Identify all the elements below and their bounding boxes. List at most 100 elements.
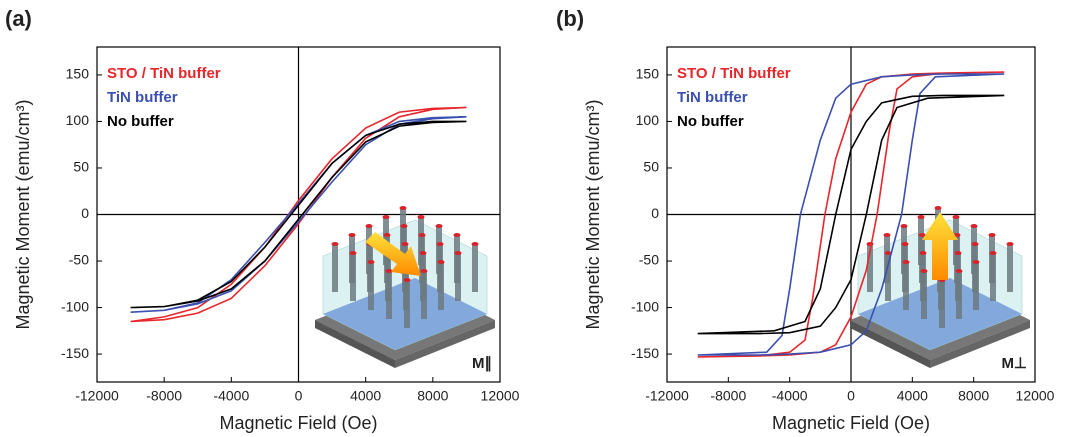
pillar [973, 262, 979, 310]
hysteresis-loop [697, 94, 1005, 335]
x-tick-label: 8000 [958, 388, 989, 404]
legend-entry: No buffer [107, 113, 174, 130]
pillar-top [988, 233, 996, 237]
pillar-top [417, 215, 425, 219]
y-tick-label: 100 [636, 112, 660, 128]
x-tick-label: -12000 [75, 388, 119, 404]
pillar [386, 271, 392, 319]
legend-entry: No buffer [677, 113, 744, 130]
pillar [421, 271, 427, 319]
legend-entry: TiN buffer [107, 89, 178, 106]
x-tick-label: 0 [847, 388, 855, 404]
y-tick-label: 0 [81, 205, 89, 221]
x-axis-label: Magnetic Field (Oe) [772, 413, 930, 433]
pillar-top [382, 215, 390, 219]
x-tick-label: 4000 [350, 388, 381, 404]
y-tick-label: -50 [639, 252, 659, 268]
inset-label: M∥ [472, 355, 492, 372]
y-tick-label: 100 [66, 112, 90, 128]
y-tick-label: -150 [61, 345, 89, 361]
pillar-top [471, 242, 479, 246]
pillar-top [453, 233, 461, 237]
panel-label: (b) [556, 6, 584, 31]
pillar-top [989, 251, 997, 255]
hysteresis-loop [130, 120, 467, 309]
x-tick-label: 0 [295, 388, 303, 404]
y-axis-label: Magnetic Moment (emu/cm³) [583, 99, 603, 329]
y-tick-label: -100 [61, 298, 89, 314]
x-tick-label: 4000 [897, 388, 928, 404]
pillar-top [917, 215, 925, 219]
pillar-top [331, 242, 339, 246]
hysteresis-loop [697, 71, 1005, 358]
x-tick-label: 12000 [481, 388, 520, 404]
legend-entry: STO / TiN buffer [107, 65, 221, 82]
hysteresis-loop [697, 73, 1005, 356]
inset-label: M⊥ [1001, 355, 1027, 372]
pillar-top [920, 269, 928, 273]
hysteresis-loop [130, 106, 467, 323]
pillar-top [454, 251, 462, 255]
pillar-top [436, 242, 444, 246]
pillar-top [437, 260, 445, 264]
substrate-side [315, 320, 395, 368]
inset-illustration [850, 206, 1030, 368]
pillar-top [972, 260, 980, 264]
pillar-top [420, 269, 428, 273]
pillar-top [367, 260, 375, 264]
y-tick-label: 50 [643, 159, 659, 175]
pillar [921, 271, 927, 319]
x-tick-label: -12000 [645, 388, 689, 404]
magnetization-arrow [365, 232, 421, 276]
y-tick-label: -150 [631, 345, 659, 361]
pillar-top [383, 233, 391, 237]
substrate-side [930, 320, 1030, 368]
y-tick-label: -100 [631, 298, 659, 314]
pillar-top [954, 251, 962, 255]
legend-entry: TiN buffer [677, 89, 748, 106]
pillar-top [399, 206, 407, 210]
legend-entry: STO / TiN buffer [677, 65, 791, 82]
pillar-top [883, 233, 891, 237]
pillar [867, 244, 873, 292]
inset-illustration [315, 206, 495, 368]
pillar-top [419, 251, 427, 255]
pillar [438, 262, 444, 310]
y-tick-label: 50 [73, 159, 89, 175]
pillar [368, 262, 374, 310]
pillar-top [418, 233, 426, 237]
pillar [332, 244, 338, 292]
pillar-top [401, 242, 409, 246]
pillar-top [952, 215, 960, 219]
x-axis-label: Magnetic Field (Oe) [219, 413, 377, 433]
pillar-top [349, 251, 357, 255]
x-tick-label: -4000 [772, 388, 808, 404]
pillar-top [955, 269, 963, 273]
pillar-top [901, 242, 909, 246]
pillar-top [435, 224, 443, 228]
y-tick-label: -50 [69, 252, 89, 268]
pillar [350, 253, 356, 301]
x-tick-label: -4000 [213, 388, 249, 404]
x-tick-label: -8000 [146, 388, 182, 404]
y-axis-label: Magnetic Moment (emu/cm³) [13, 99, 33, 329]
panel-label: (a) [5, 6, 32, 31]
pillar-top [365, 224, 373, 228]
pillar-top [400, 224, 408, 228]
pillar-top [970, 224, 978, 228]
pillar [404, 280, 410, 328]
pillar [455, 253, 461, 301]
x-tick-label: -8000 [710, 388, 746, 404]
pillar-top [934, 206, 942, 210]
pillar [956, 271, 962, 319]
x-tick-label: 12000 [1016, 388, 1055, 404]
pillar [939, 280, 945, 328]
pillar-top [884, 251, 892, 255]
pillar [990, 253, 996, 301]
y-tick-label: 0 [651, 205, 659, 221]
pillar [885, 253, 891, 301]
substrate-side [395, 320, 495, 368]
y-tick-label: 150 [636, 66, 660, 82]
